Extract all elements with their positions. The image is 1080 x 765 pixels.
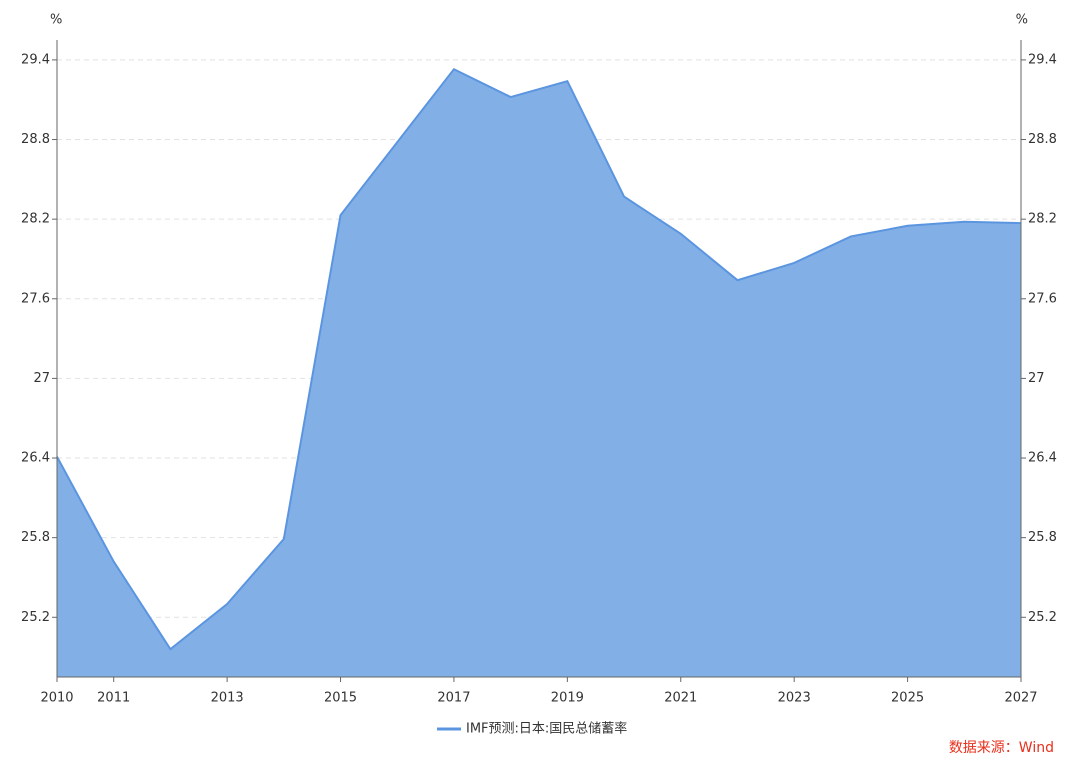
y2-tick-label: 29.4 <box>1028 52 1057 67</box>
source: 数据来源：Wind <box>949 740 1054 756</box>
legend-label: IMF预测:日本:国民总储蓄率 <box>466 721 627 737</box>
y2-tick-label: 26.4 <box>1028 451 1057 466</box>
x-tick-label: 2015 <box>324 691 357 706</box>
y-tick-label: 27.6 <box>21 291 50 306</box>
y-tick-label: 25.2 <box>21 610 50 625</box>
y-unit: % <box>50 13 62 28</box>
y-tick-label: 28.8 <box>21 132 50 147</box>
y-tick-label: 26.4 <box>21 451 50 466</box>
area-fill <box>57 69 1021 678</box>
y-tick-label: 29.4 <box>21 52 50 67</box>
x-tick-label: 2023 <box>778 691 811 706</box>
y-tick-label: 27 <box>33 371 50 386</box>
x-tick-label: 2017 <box>437 691 470 706</box>
x-tick-label: 2011 <box>97 691 130 706</box>
x-tick-label: 2019 <box>551 691 584 706</box>
y2-tick-label: 28.8 <box>1028 132 1057 147</box>
y2-tick-label: 27.6 <box>1028 291 1057 306</box>
x-tick-label: 2021 <box>664 691 697 706</box>
y2-tick-label: 25.2 <box>1028 610 1057 625</box>
line <box>56 67 1022 651</box>
x-tick-label: 2027 <box>1004 691 1037 706</box>
y-tick-label: 28.2 <box>21 212 50 227</box>
y2-unit: % <box>1016 13 1028 28</box>
y2-tick-label: 25.8 <box>1028 530 1057 545</box>
y2-tick-label: 27 <box>1028 371 1045 386</box>
y-tick-label: 25.8 <box>21 530 50 545</box>
x-tick-label: 2025 <box>891 691 924 706</box>
x-tick-label: 2013 <box>211 691 244 706</box>
y2-tick-label: 28.2 <box>1028 212 1057 227</box>
x-tick-label: 2010 <box>40 691 73 706</box>
